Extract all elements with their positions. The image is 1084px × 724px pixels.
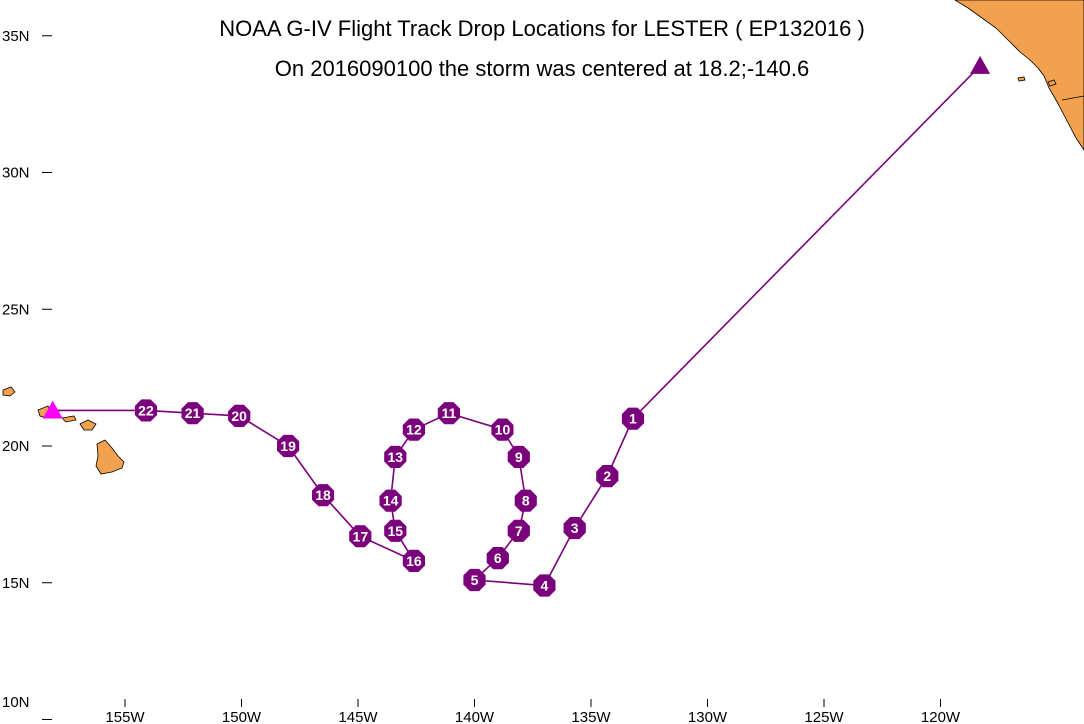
flight-track-line	[52, 65, 981, 587]
channel-island-land	[1017, 76, 1026, 82]
drop-label: 1	[629, 411, 637, 427]
drop-marker: 1	[621, 407, 644, 430]
drop-marker: 17	[349, 525, 372, 548]
map-subtitle: On 2016090100 the storm was centered at …	[274, 56, 810, 81]
lat-tick-label: 20N	[2, 438, 30, 455]
lat-tick-label: 10N	[2, 694, 30, 711]
drop-octagon-icon	[134, 399, 158, 422]
drop-label: 10	[495, 422, 511, 438]
drop-marker: 11	[437, 402, 460, 425]
drop-octagon-icon	[379, 489, 402, 512]
lon-tick-label: 120W	[921, 709, 961, 724]
drop-label: 11	[441, 405, 456, 421]
drop-octagon-icon	[463, 568, 486, 592]
drop-marker: 5	[463, 568, 486, 592]
drop-label: 20	[231, 408, 247, 424]
california-coast-land	[954, 0, 1084, 151]
drop-label: 13	[387, 449, 403, 465]
marker-layer	[42, 55, 991, 419]
drop-label: 22	[138, 402, 154, 418]
drop-label: 17	[353, 528, 369, 544]
drop-label: 6	[494, 550, 502, 566]
drop-label: 21	[185, 405, 201, 421]
drop-label: 5	[471, 572, 479, 588]
drop-marker: 9	[507, 445, 530, 468]
drop-marker: 22	[134, 399, 158, 422]
drop-octagon-icon	[181, 402, 204, 425]
lat-tick-label: 15N	[2, 575, 30, 592]
drop-label: 3	[571, 520, 579, 536]
purple-triangle-icon	[970, 55, 991, 74]
drop-marker: 12	[402, 418, 425, 441]
drop-octagon-icon	[507, 445, 530, 468]
lon-tick-label: 125W	[804, 709, 844, 724]
drop-marker: 19	[277, 434, 300, 458]
drop-marker: 7	[507, 519, 530, 542]
drop-octagon-icon	[491, 418, 514, 441]
drop-octagon-icon	[533, 574, 556, 597]
lon-tick-label: 135W	[571, 709, 611, 724]
drop-label: 14	[383, 493, 399, 509]
drop-marker: 16	[402, 549, 425, 572]
drop-label: 9	[515, 449, 523, 465]
drop-label: 18	[315, 487, 331, 503]
channel-island-land	[1047, 79, 1057, 87]
drop-octagon-icon	[312, 484, 335, 507]
maui-island-land	[79, 419, 97, 431]
drop-octagon-icon	[402, 549, 425, 572]
lat-tick-label: 35N	[2, 28, 30, 45]
drop-octagon-icon	[384, 519, 407, 542]
drop-marker: 6	[486, 547, 509, 570]
drop-octagon-icon	[228, 404, 251, 427]
drop-marker: 10	[491, 418, 514, 441]
drop-octagon-icon	[486, 547, 509, 570]
molokai-island-land	[61, 415, 77, 423]
drop-octagon-icon	[621, 407, 644, 430]
flight-track	[52, 65, 981, 587]
lon-tick-label: 145W	[338, 709, 378, 724]
drop-marker: 8	[514, 489, 537, 512]
lat-tick-label: 25N	[2, 301, 30, 318]
drop-label: 2	[603, 468, 611, 484]
drop-marker: 18	[312, 484, 335, 507]
lat-tick-label: 30N	[2, 165, 30, 182]
map-axes: 155W 150W 145W 140W 135W 130W 125W 120W35N30N25…	[2, 28, 961, 724]
drop-octagon-icon	[563, 517, 586, 540]
hawaii-big-island-land	[95, 439, 125, 475]
lon-tick-label: 140W	[455, 709, 495, 724]
drop-label: 19	[280, 438, 296, 454]
drop-octagon-icon	[384, 445, 407, 468]
drop-label: 4	[541, 577, 549, 593]
drop-marker: 2	[596, 465, 619, 488]
drop-marker: 14	[379, 489, 402, 512]
border-line	[1061, 95, 1084, 101]
drop-marker: 20	[228, 404, 251, 427]
magenta-triangle-icon	[42, 400, 63, 419]
drop-marker: 13	[384, 445, 407, 468]
lon-tick-label: 155W	[105, 709, 145, 724]
lon-tick-label: 150W	[222, 709, 262, 724]
drop-marker: 3	[563, 517, 586, 540]
drop-marker: 21	[181, 402, 204, 425]
drop-label: 7	[515, 523, 523, 539]
drop-label: 8	[522, 493, 530, 509]
drop-label: 12	[406, 422, 422, 438]
drop-octagon-icon	[437, 402, 460, 425]
drop-octagon-icon	[514, 489, 537, 512]
lon-tick-label: 130W	[688, 709, 728, 724]
drop-octagon-icon	[349, 525, 372, 548]
drop-marker: 4	[533, 574, 556, 597]
kauai-island-land	[2, 386, 16, 397]
drop-label: 15	[387, 523, 403, 539]
map-title: NOAA G-IV Flight Track Drop Locations fo…	[219, 16, 865, 41]
drop-marker: 15	[384, 519, 407, 542]
drop-octagon-icon	[277, 434, 300, 458]
drop-octagon-icon	[507, 519, 530, 542]
drop-label: 16	[406, 553, 422, 569]
drop-octagon-icon	[596, 465, 619, 488]
drop-octagon-icon	[402, 418, 425, 441]
